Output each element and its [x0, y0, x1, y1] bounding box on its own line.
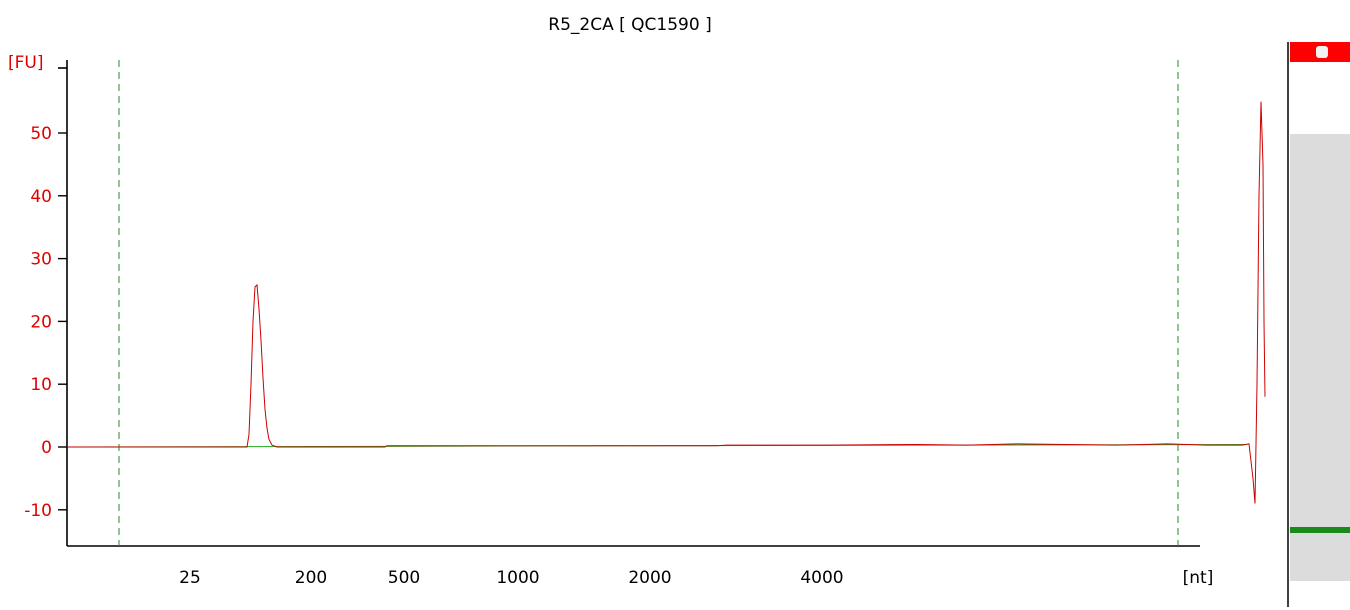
- gel-lane-body: [1290, 134, 1350, 581]
- x-tick-label: 4000: [800, 568, 843, 588]
- x-axis-label: [nt]: [1183, 568, 1214, 588]
- x-tick-label: 25: [179, 568, 201, 588]
- y-tick-label: -10: [24, 501, 52, 521]
- y-tick-label: 20: [30, 312, 52, 332]
- ladder-markers: [118, 60, 1179, 546]
- x-tick-label: 2000: [628, 568, 671, 588]
- gel-band: [1290, 527, 1350, 533]
- gel-lane: [1287, 42, 1350, 607]
- gel-top-band-spot: [1316, 46, 1328, 58]
- x-axis: 25 200 500 1000 2000 4000: [67, 545, 1200, 588]
- y-axis-label: [FU]: [8, 53, 44, 73]
- y-tick-label: 40: [30, 187, 52, 207]
- y-axis: -10 0 10 20 30 40 50: [24, 60, 68, 546]
- y-tick-label: 10: [30, 375, 52, 395]
- y-tick-label: 50: [30, 124, 52, 144]
- y-tick-label: 0: [41, 438, 52, 458]
- chart-title: R5_2CA [ QC1590 ]: [548, 15, 711, 35]
- x-tick-label: 1000: [496, 568, 539, 588]
- x-tick-label: 500: [388, 568, 420, 588]
- series-line: [67, 101, 1266, 504]
- y-tick-label: 30: [30, 250, 52, 270]
- series-lines: [66, 101, 1266, 504]
- x-tick-label: 200: [295, 568, 327, 588]
